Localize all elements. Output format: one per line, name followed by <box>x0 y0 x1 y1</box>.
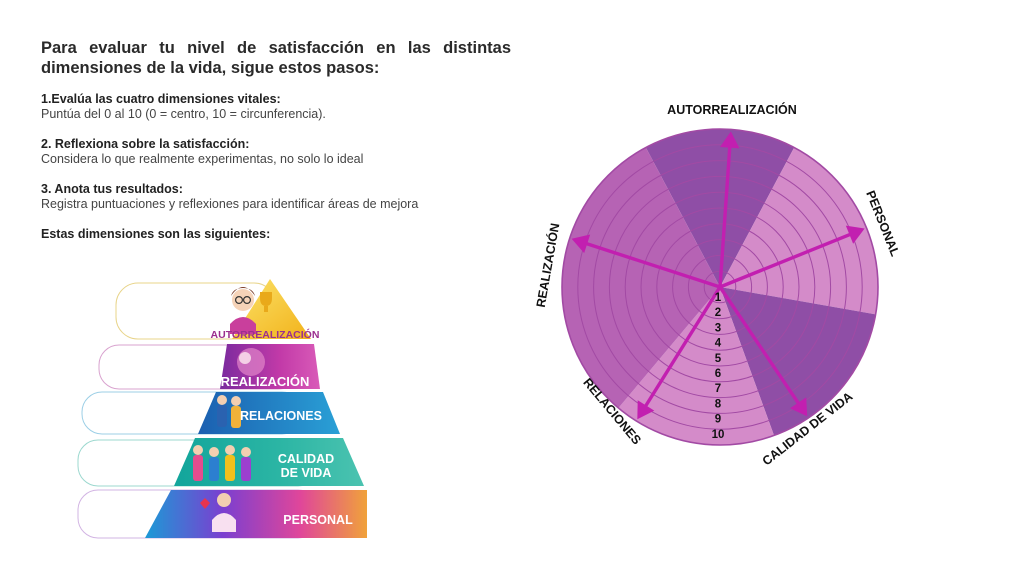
step-2: 2. Reflexiona sobre la satisfacción: Con… <box>41 137 511 167</box>
arrow-calidad-de-vida <box>718 286 808 417</box>
wheel-ring <box>593 160 847 414</box>
wheel-ring <box>687 254 753 320</box>
step-1-detail: Puntúa del 0 al 10 (0 = centro, 10 = cir… <box>41 107 326 121</box>
wheel-ring <box>561 128 879 446</box>
step-2-detail: Considera lo que realmente experimentas,… <box>41 152 364 166</box>
step-3-detail: Registra puntuaciones y reflexiones para… <box>41 197 419 211</box>
step-1-heading: 1.Evalúa las cuatro dimensiones vitales: <box>41 92 281 106</box>
wheel-label-realizacion: REALIZACIÓN <box>533 222 563 309</box>
sector-calidad-de-vida <box>720 287 876 436</box>
arrow-relaciones <box>637 286 722 420</box>
wheel-ring <box>656 223 784 351</box>
step-3: 3. Anota tus resultados: Registra puntua… <box>41 182 511 212</box>
wheel-ring <box>577 144 863 430</box>
wheel-ring <box>624 191 816 383</box>
scale-number: 8 <box>715 398 722 410</box>
scale-number: 2 <box>715 307 721 319</box>
scale-number: 10 <box>712 429 725 441</box>
wheel-ring <box>672 239 768 335</box>
wheel-rings <box>561 128 879 446</box>
dimensions-heading: Estas dimensiones son las siguientes: <box>41 227 271 241</box>
wheel-ring <box>640 207 800 367</box>
wheel-label-autorrealizacion: AUTORREALIZACIÓN <box>667 102 797 117</box>
scale-number: 6 <box>715 368 721 380</box>
scale-number: 1 <box>715 292 722 304</box>
wheel-ring <box>608 175 832 399</box>
arrow-realizacion <box>571 234 721 289</box>
step-2-heading: 2. Reflexiona sobre la satisfacción: <box>41 137 250 151</box>
arrow-personal <box>719 225 865 289</box>
wheel-scale: 1 2 3 4 5 6 7 8 9 10 <box>712 292 725 441</box>
sector-realizacion <box>562 147 720 409</box>
scale-number: 4 <box>715 338 722 350</box>
scale-number: 5 <box>715 353 722 365</box>
instructions-intro: Para evaluar tu nivel de satisfacción en… <box>41 39 511 77</box>
step-1: 1.Evalúa las cuatro dimensiones vitales:… <box>41 92 511 122</box>
arrow-autorrealizacion <box>718 131 740 288</box>
scale-number: 7 <box>715 383 721 395</box>
scale-number: 9 <box>715 414 721 426</box>
sector-relaciones <box>618 287 775 445</box>
wheel-arrows <box>571 131 865 420</box>
step-3-heading: 3. Anota tus resultados: <box>41 182 183 196</box>
scale-number: 3 <box>715 322 721 334</box>
